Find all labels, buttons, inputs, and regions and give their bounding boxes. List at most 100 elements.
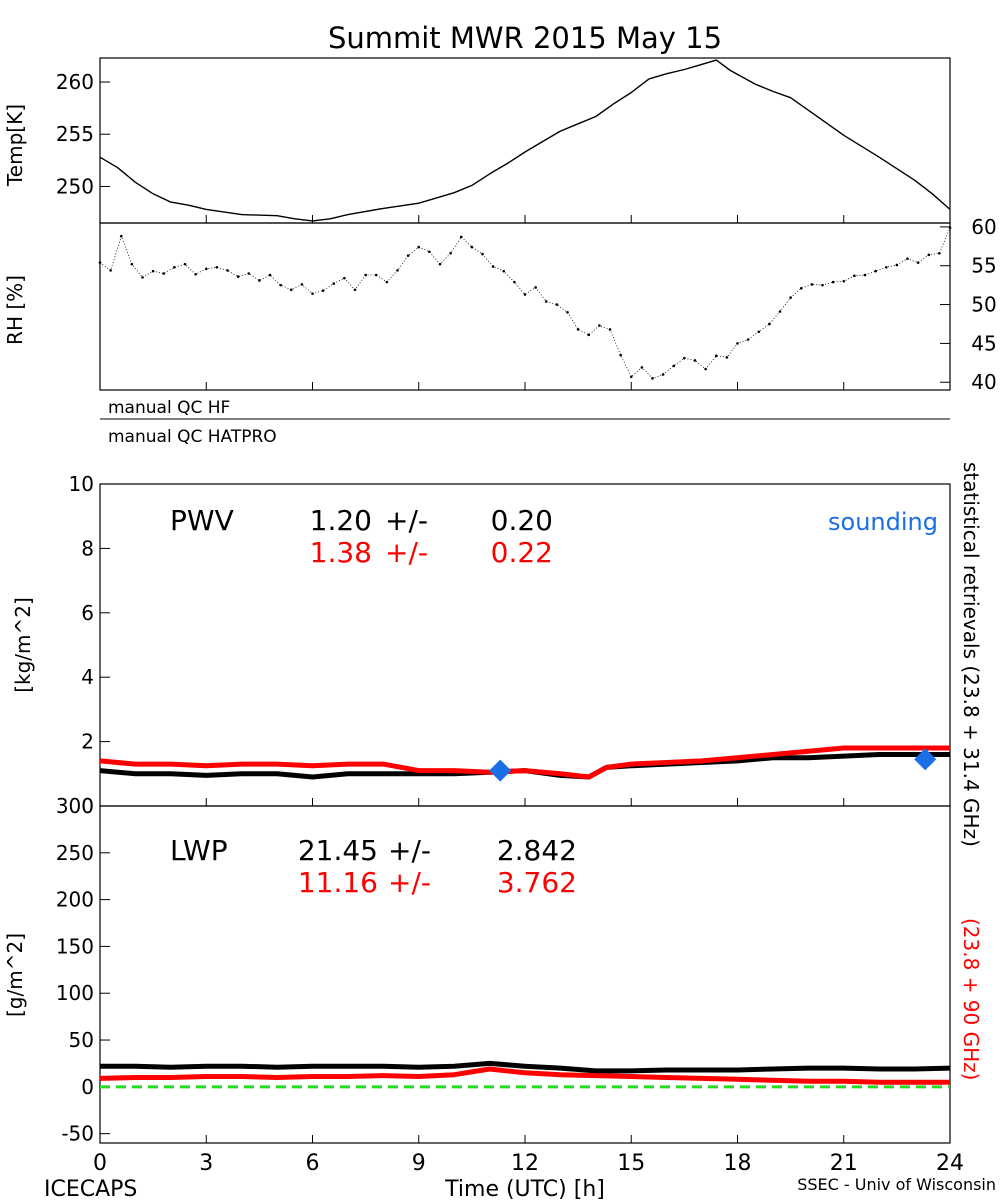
rh-point (683, 356, 686, 360)
pwv-stat-red-std: 0.22 (491, 536, 553, 569)
temp-plot-frame (99, 57, 951, 224)
rh-point (258, 279, 261, 282)
rh-point (874, 269, 877, 273)
rh-point (162, 272, 166, 275)
footer-left: ICECAPS (44, 1177, 137, 1200)
rh-point (513, 280, 516, 284)
pwv-yticks: 0 2 4 6 8 10 (69, 472, 110, 818)
pwv-stat-black-pm: +/- (385, 504, 428, 537)
rh-point (236, 275, 240, 278)
rh-point (247, 272, 251, 275)
rh-series-trace-0 (99, 227, 951, 379)
rh-point (746, 338, 750, 341)
sounding-marker (914, 748, 937, 771)
pwv-ylabel: [kg/m^2] (11, 597, 35, 693)
lwp-stat-black-mean: 21.45 (298, 834, 378, 867)
pwv-ytick-label: 0 (81, 794, 94, 818)
rh-point (757, 330, 761, 334)
x-tick-label: 21 (830, 1151, 858, 1176)
temp-ytick-label: 260 (56, 70, 94, 94)
rh-ylabel: RH [%] (3, 275, 27, 345)
lwp-stat-red-std: 3.762 (497, 866, 577, 899)
x-tick-label: 18 (724, 1151, 752, 1176)
rh-point (693, 359, 697, 362)
rh-point (481, 252, 484, 256)
lwp-ytick-label: 50 (69, 1028, 94, 1052)
x-tick-label: 6 (306, 1151, 320, 1176)
temp-ylabel: Temp[K] (3, 104, 27, 187)
rh-plot-frame (99, 222, 951, 391)
pwv-panel-label: PWV (170, 504, 234, 537)
lwp-ytick-label: 100 (56, 981, 94, 1005)
lwp-stat-red-pm: +/- (388, 866, 431, 899)
lwp-series-line-0 (100, 1060, 951, 1074)
sounding-marker (489, 759, 512, 782)
lwp-ytick-label: 200 (56, 888, 94, 912)
rh-point (396, 269, 399, 272)
rh-series-group (98, 226, 952, 380)
side-label-red: (23.8 + 90 GHz) (959, 918, 983, 1080)
lwp-series-line-1 (99, 1066, 950, 1085)
rh-point (555, 303, 559, 306)
rh-point (141, 276, 144, 279)
pwv-series-group (99, 745, 950, 782)
lwp-stat-red-mean: 11.16 (298, 866, 378, 899)
pwv-stat-black: 1.20 +/- 0.20 (310, 504, 553, 537)
rh-point (194, 272, 197, 276)
pwv-ytick-label: 4 (81, 665, 94, 689)
chart-title: Summit MWR 2015 May 15 (328, 21, 722, 55)
rh-point (215, 265, 219, 269)
lwp-stat-red: 11.16 +/- 3.762 (298, 866, 577, 899)
rh-point (183, 262, 187, 266)
rh-point (173, 265, 176, 269)
rh-point (544, 300, 548, 303)
x-tick-label: 15 (617, 1151, 645, 1176)
rh-point (725, 356, 729, 359)
rh-ytick-label: 50 (971, 293, 996, 317)
rh-point (831, 280, 835, 284)
pwv-stat-red-mean: 1.38 (310, 536, 372, 569)
pwv-ytick-label: 10 (69, 472, 94, 496)
lwp-ytick-label: -50 (61, 1122, 94, 1146)
rh-point (566, 311, 569, 314)
qc-hf-label: manual QC HF (108, 398, 230, 418)
rh-point (109, 269, 112, 272)
qc-hatpro-label: manual QC HATPRO (108, 427, 277, 447)
x-tick-label: 3 (199, 1151, 213, 1176)
temp-yticks: 250 255 260 (56, 70, 110, 198)
rh-panel: RH [%] 40 45 50 55 60 (3, 215, 997, 394)
rh-ytick-label: 55 (971, 254, 996, 278)
lwp-ytick-label: 300 (56, 794, 94, 818)
rh-ytick-label: 40 (971, 370, 996, 394)
temp-ytick-label: 250 (56, 174, 94, 198)
rh-ytick-label: 60 (971, 215, 996, 239)
x-tick-label: 9 (412, 1151, 426, 1176)
lwp-series-group (99, 1060, 951, 1089)
x-tick-label: 12 (511, 1151, 539, 1176)
lwp-yticks: -50 0 50 100 150 200 250 300 (56, 794, 110, 1146)
pwv-ytick-label: 6 (81, 601, 94, 625)
lwp-stat-black-std: 2.842 (497, 834, 577, 867)
pwv-stat-black-std: 0.20 (491, 504, 553, 537)
x-axis-ticks: 0 3 6 9 12 15 18 21 24 (93, 215, 964, 1176)
rh-point (300, 283, 304, 286)
x-tick-label: 0 (93, 1151, 107, 1176)
rh-point (598, 324, 601, 327)
rh-point (576, 328, 580, 331)
rh-yticks: 40 45 50 55 60 (940, 215, 997, 394)
lwp-panel: [g/m^2] LWP 21.45 +/- 2.842 11.16 +/- 3.… (3, 215, 964, 1200)
rh-point (268, 273, 272, 277)
temp-ytick-label: 255 (56, 122, 94, 146)
rh-point (714, 354, 718, 358)
rh-point (449, 251, 452, 255)
sounding-legend-label: sounding (828, 508, 938, 536)
pwv-ytick-label: 2 (81, 730, 94, 754)
lwp-panel-label: LWP (170, 834, 228, 867)
rh-point (948, 226, 952, 229)
temp-series-group (99, 59, 951, 222)
rh-point (226, 269, 229, 272)
side-label-black: statistical retrievals (23.8 + 31.4 GHz) (959, 462, 983, 847)
pwv-stat-red-pm: +/- (385, 536, 428, 569)
lwp-ytick-label: 250 (56, 841, 94, 865)
